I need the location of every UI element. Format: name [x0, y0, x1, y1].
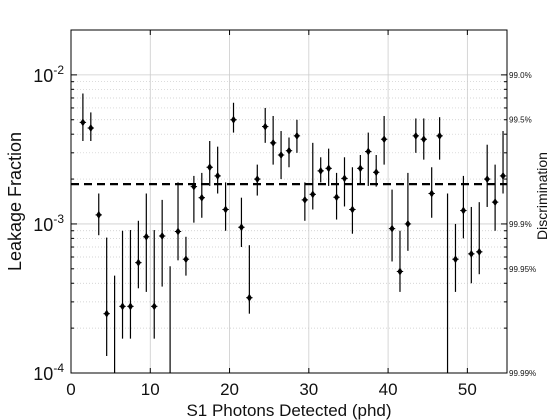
y2-tick-label: 99.9% [509, 220, 532, 229]
y-tick-label: 10-4 [33, 361, 64, 384]
y2-tick-label: 99.0% [509, 71, 532, 80]
x-tick-label: 10 [141, 380, 160, 399]
y2-tick-label: 99.5% [509, 116, 532, 125]
x-tick-label: 50 [458, 380, 477, 399]
x-tick-label: 0 [66, 380, 75, 399]
y-tick-labels: 10-4 10-3 10-2 [33, 63, 64, 384]
y-axis-label: Leakage Fraction [5, 132, 25, 271]
x-tick-labels: 0 10 20 30 40 50 [66, 380, 477, 399]
x-tick-label: 30 [299, 380, 318, 399]
y2-tick-labels: 99.0% 99.5% 99.9% 99.95% 99.99% [509, 71, 536, 378]
y2-tick-label: 99.95% [509, 265, 536, 274]
y-tick-label: 10-3 [33, 212, 64, 235]
y2-axis-label: Discrimination [534, 152, 550, 240]
plot-frame [70, 29, 508, 374]
x-axis-label: S1 Photons Detected (phd) [186, 401, 391, 420]
y-tick-label: 10-2 [33, 63, 64, 86]
x-tick-label: 40 [379, 380, 398, 399]
axis-ticks [70, 29, 507, 374]
grid [71, 29, 507, 374]
error-bars [82, 93, 504, 373]
y2-tick-label: 99.99% [509, 369, 536, 378]
data-points [79, 115, 507, 318]
x-tick-label: 20 [220, 380, 239, 399]
